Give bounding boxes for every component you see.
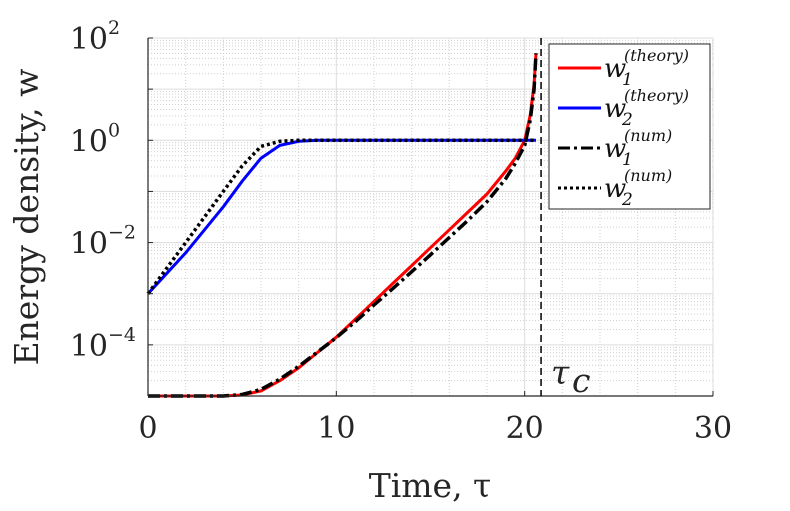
y-tick-label: 10 — [70, 22, 108, 57]
x-axis-label: Time, τ — [369, 466, 492, 505]
series-line-3 — [146, 138, 536, 295]
legend-symbol: w — [604, 134, 626, 164]
legend-subscript: 2 — [621, 190, 633, 210]
legend-subscript: 2 — [621, 110, 633, 130]
x-tick-label: 30 — [694, 411, 732, 446]
legend-superscript: (num) — [624, 126, 672, 145]
legend-subscript: 1 — [622, 70, 633, 90]
x-tick-label: 0 — [138, 411, 157, 446]
legend-symbol: w — [604, 94, 626, 124]
axes — [147, 37, 714, 397]
y-tick-label: 10 — [70, 227, 108, 262]
legend-symbol: w — [604, 174, 626, 204]
y-tick-label: 10 — [70, 329, 108, 364]
x-tick-label: 10 — [317, 411, 355, 446]
legend-subscript: 1 — [622, 150, 633, 170]
legend-symbol: w — [604, 54, 626, 84]
x-tick-label: 20 — [506, 411, 544, 446]
y-tick-exponent: −2 — [108, 222, 136, 244]
legend-superscript: (theory) — [624, 86, 689, 105]
tau-c-subscript: c — [572, 361, 590, 400]
legend-superscript: (num) — [624, 166, 672, 185]
tau-c-label: τ — [551, 353, 570, 392]
y-tick-exponent: −4 — [108, 324, 136, 346]
y-tick-exponent: 2 — [108, 17, 120, 39]
legend-superscript: (theory) — [624, 46, 689, 65]
legend-box — [548, 43, 711, 210]
y-tick-label: 10 — [70, 124, 108, 159]
y-tick-exponent: 0 — [108, 119, 120, 141]
y-axis-label: Energy density, w — [7, 68, 46, 365]
legend: w1(theory)w2(theory)w1(num)w2(num) — [548, 43, 711, 210]
